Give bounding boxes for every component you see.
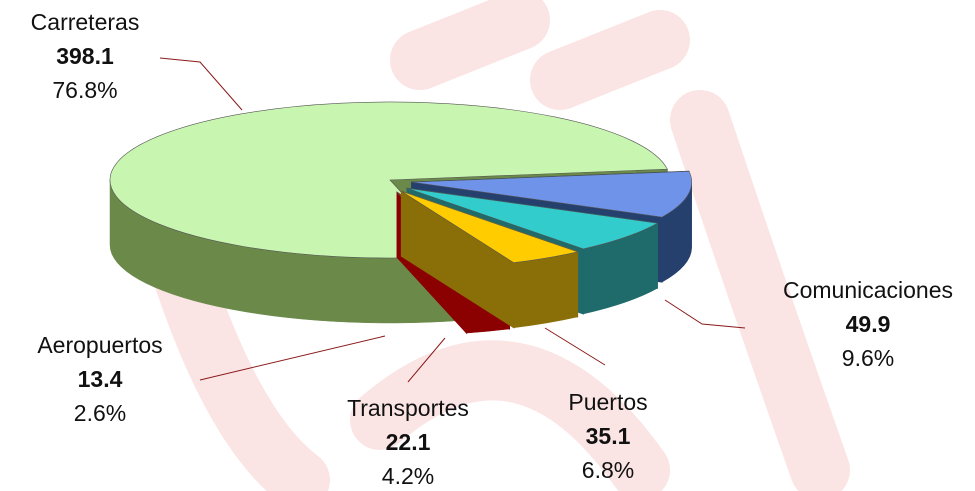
watermark-stroke — [670, 90, 850, 491]
slice-label: Carreteras — [31, 9, 140, 35]
value-label: 49.9 — [846, 311, 891, 337]
leader-line — [407, 337, 446, 383]
value-label: 398.1 — [56, 43, 114, 69]
slice-top — [411, 170, 693, 218]
leader-line — [199, 335, 386, 381]
leader-line — [544, 327, 606, 366]
percent-label: 6.8% — [582, 457, 634, 483]
value-label: 22.1 — [386, 429, 431, 455]
value-label: 35.1 — [586, 423, 631, 449]
leader-line — [159, 57, 243, 111]
slice-label: Comunicaciones — [783, 277, 953, 303]
slice-label: Transportes — [347, 395, 469, 421]
percent-label: 4.2% — [382, 463, 434, 489]
slice-label: Aeropuertos — [37, 332, 162, 358]
percent-label: 76.8% — [52, 77, 117, 103]
slice-label: Puertos — [568, 389, 647, 415]
watermark-stroke — [350, 340, 670, 491]
value-label: 13.4 — [78, 366, 123, 392]
watermark-stroke — [530, 10, 690, 110]
slice-top — [109, 101, 668, 259]
percent-label: 2.6% — [74, 400, 126, 426]
slice-top — [401, 190, 579, 264]
slice-top — [407, 187, 659, 250]
watermark-stroke — [390, 0, 550, 90]
slice — [400, 190, 579, 329]
percent-label: 9.6% — [842, 345, 894, 371]
leader-line — [664, 299, 746, 329]
slice-side — [513, 251, 578, 329]
